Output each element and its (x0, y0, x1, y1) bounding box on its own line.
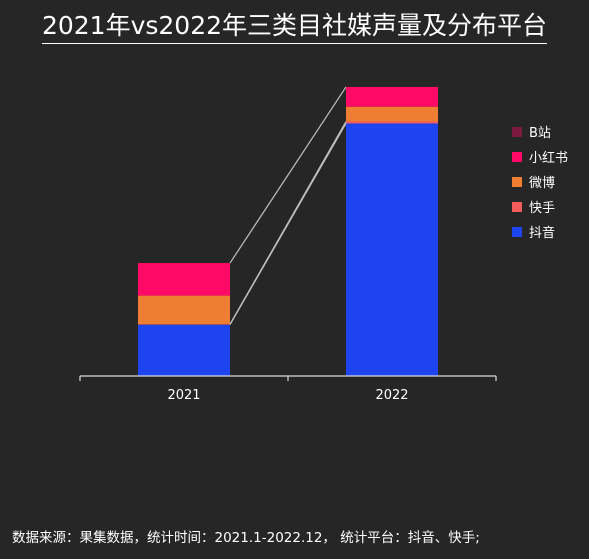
x-tick-label-2021: 2021 (167, 388, 200, 403)
legend-swatch-抖音 (512, 227, 522, 237)
legend-label-快手: 快手 (529, 201, 555, 216)
chart-title: 2021年vs2022年三类目社媒声量及分布平台 (0, 6, 589, 44)
connector-line-小红书 (229, 86, 347, 264)
bar-2021-小红书 (138, 263, 230, 296)
legend-label-B站: B站 (529, 126, 551, 141)
bar-2021-微博 (138, 295, 230, 325)
legend-swatch-快手 (512, 202, 522, 212)
legend-label-抖音: 抖音 (529, 225, 555, 241)
bar-2022-抖音 (346, 123, 438, 376)
legend-swatch-微博 (512, 177, 522, 187)
legend-label-微博: 微博 (529, 176, 555, 191)
bar-2021-抖音 (138, 324, 230, 376)
legend-label-小红书: 小红书 (529, 150, 568, 166)
connector-line-快手 (229, 121, 347, 325)
x-tick-label-2022: 2022 (375, 388, 408, 403)
bar-2022-小红书 (346, 86, 438, 107)
source-note: 数据来源：果集数据，统计时间：2021.1-2022.12， 统计平台：抖音、快… (12, 530, 480, 546)
legend-swatch-小红书 (512, 152, 522, 162)
bar-2022-微博 (346, 106, 438, 122)
legend-swatch-B站 (512, 127, 522, 137)
bar-2022-快手 (346, 121, 438, 124)
